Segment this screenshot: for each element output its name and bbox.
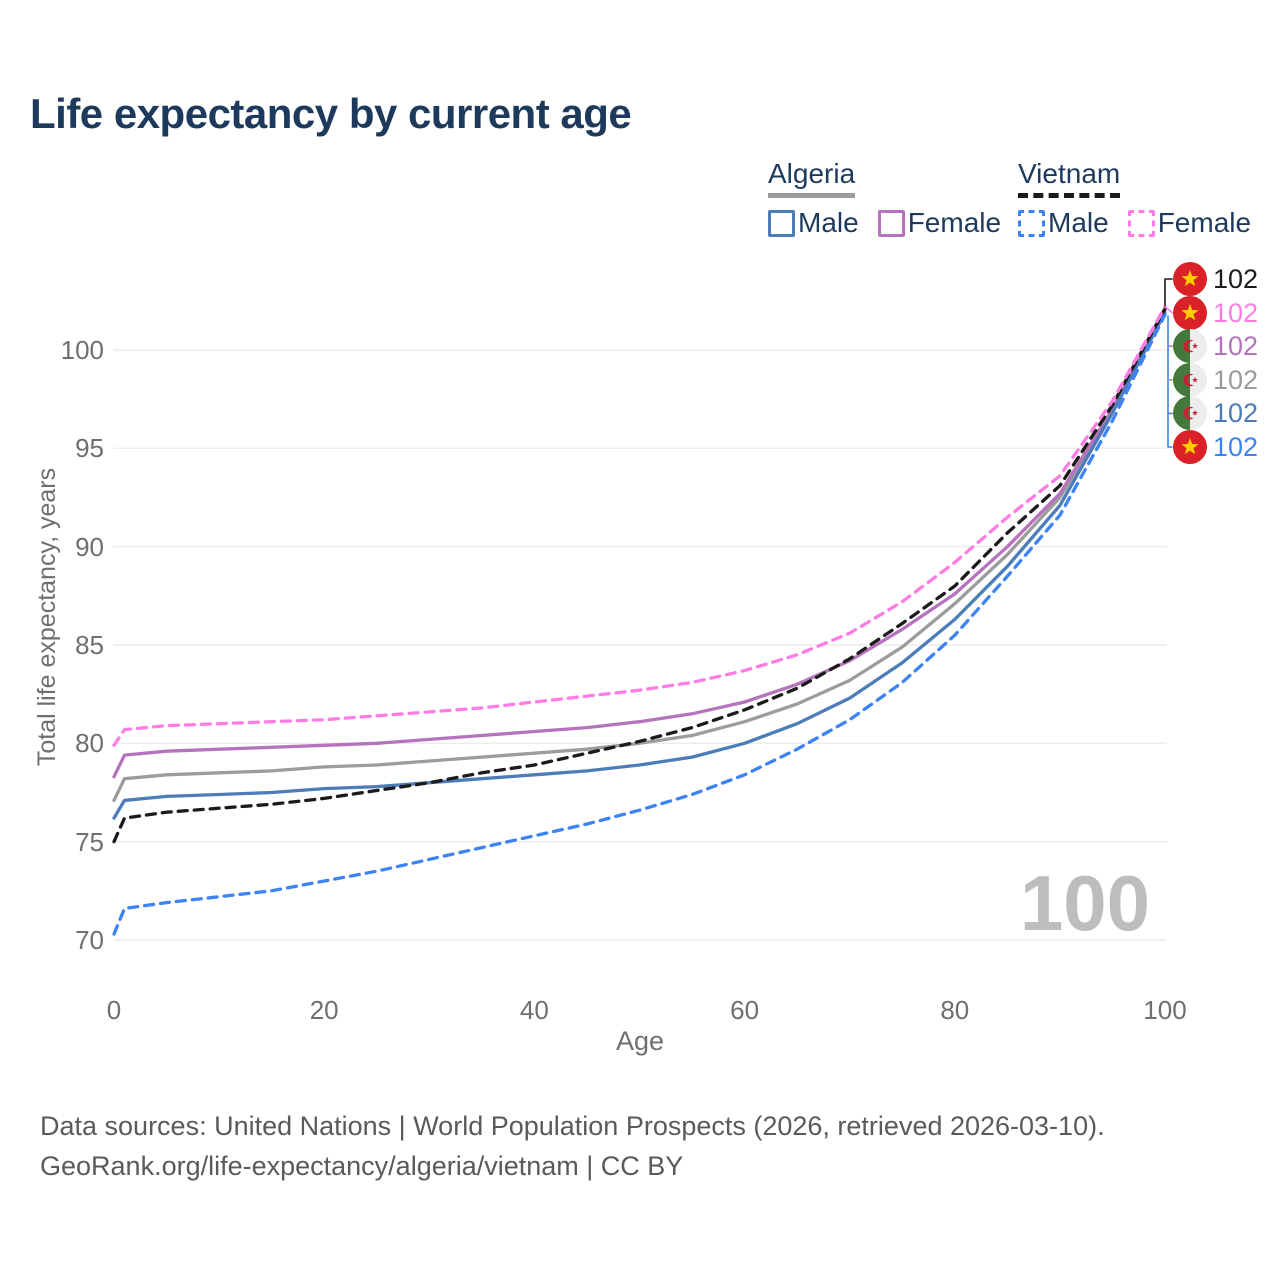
leader-vietnam-female [1164,305,1173,314]
end-badge-algeria-total: 102 [1173,362,1259,397]
y-tick-label-80: 80 [75,728,104,759]
y-tick-label-95: 95 [75,433,104,464]
x-tick-label-80: 80 [940,995,970,1025]
site-license-line: GeoRank.org/life-expectancy/algeria/viet… [40,1151,684,1181]
x-tick-label-20: 20 [309,995,339,1025]
x-tick-label-0: 0 [106,995,122,1025]
y-tick-label-90: 90 [75,531,104,562]
end-badge-vietnam-total: 102 [1173,262,1258,296]
end-value-label: 102 [1213,398,1259,429]
legend-swatch-icon [1018,209,1045,237]
end-badge-algeria-male: 102 [1173,396,1259,431]
legend-item-vietnam-male[interactable]: Male [1018,207,1109,239]
series-line-vietnam-total [112,307,1167,844]
algeria-flag-icon [1173,362,1207,397]
leader-vietnam-male [1167,315,1173,448]
legend-items: Male Female [1018,207,1251,239]
end-value-label: 102 [1213,297,1259,328]
y-axis-title: Total life expectancy, years [33,467,61,767]
y-tick-label-85: 85 [75,630,104,660]
age-counter-watermark: 100 [1019,859,1150,947]
y-tick-label-70: 70 [75,925,104,955]
algeria-flag-icon [1173,329,1207,364]
legend-item-label: Male [798,207,859,238]
legend-item-label: Female [1157,207,1252,238]
end-badge-vietnam-male: 102 [1173,430,1258,464]
leader-vietnam-total [1164,278,1173,310]
data-sources-line: Data sources: United Nations | World Pop… [40,1111,1105,1141]
x-axis-title: Age [615,1026,665,1056]
end-value-label: 102 [1213,364,1259,395]
legend-items: Male Female [768,207,1001,239]
end-value-label: 102 [1213,331,1259,362]
end-badge-algeria-female: 102 [1173,329,1259,364]
x-tick-label-100: 100 [1143,995,1187,1025]
series-line-vietnam-female [112,305,1167,747]
legend-group-vietnam: Vietnam Male Female [1018,158,1251,239]
y-tick-label-100: 100 [60,335,104,365]
algeria-flag-icon [1173,396,1207,431]
legend-country-algeria[interactable]: Algeria [768,158,856,198]
footer-attribution: Data sources: United Nations | World Pop… [40,1106,1105,1186]
vietnam-flag-icon [1173,262,1207,296]
y-tick-label-75: 75 [75,826,104,857]
series-line-algeria-total [112,309,1167,803]
legend-country-vietnam[interactable]: Vietnam [1018,158,1121,198]
legend-item-label: Female [907,207,1002,238]
end-value-label: 102 [1213,264,1259,294]
vietnam-flag-icon [1173,295,1207,330]
legend-group-algeria: Algeria Male Female [768,158,1001,239]
series-line-algeria-male [112,310,1167,820]
legend-swatch-icon [768,209,795,237]
series-line-vietnam-male [112,312,1167,936]
legend-swatch-icon [877,209,905,237]
page-title: Life expectancy by current age [30,90,632,137]
legend-item-algeria-female[interactable]: Female [877,207,1002,239]
legend-item-label: Male [1048,207,1109,238]
end-badge-vietnam-female: 102 [1173,295,1259,330]
vietnam-flag-icon [1173,430,1207,464]
legend-item-algeria-male[interactable]: Male [768,207,859,239]
legend-item-vietnam-female[interactable]: Female [1127,207,1252,239]
end-value-label: 102 [1213,432,1259,462]
series-line-algeria-female [112,309,1167,779]
legend-swatch-icon [1127,209,1155,237]
x-tick-label-40: 40 [519,995,549,1025]
x-tick-label-60: 60 [730,995,760,1025]
